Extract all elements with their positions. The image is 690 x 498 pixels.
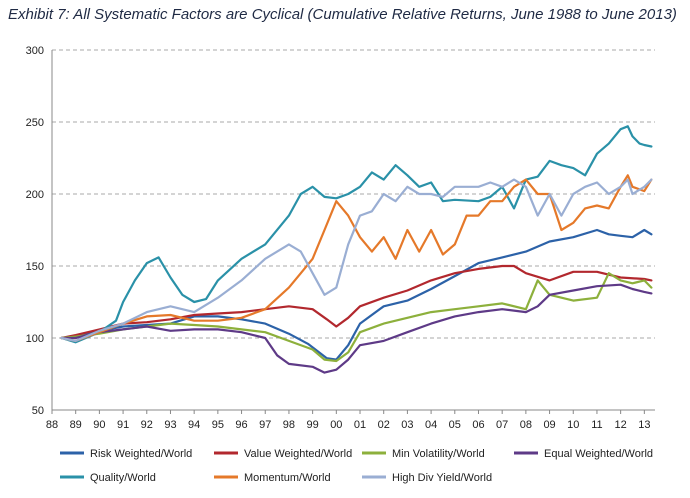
series-lines [60, 125, 653, 374]
legend-label: Min Volatility/World [392, 448, 485, 460]
x-tick-label: 88 [46, 419, 58, 431]
x-tick-label: 00 [330, 419, 342, 431]
legend-label: Risk Weighted/World [90, 448, 192, 460]
x-tick-label: 12 [615, 419, 627, 431]
series-line-min-volatility-world [60, 272, 653, 363]
x-tick-label: 09 [543, 419, 555, 431]
legend-label: High Div Yield/World [392, 472, 492, 484]
y-tick-label: 150 [26, 261, 44, 273]
x-tick-label: 07 [496, 419, 508, 431]
x-tick-label: 97 [259, 419, 271, 431]
x-tick-label: 90 [93, 419, 105, 431]
x-tick-label: 96 [235, 419, 247, 431]
x-tick-label: 05 [449, 419, 461, 431]
legend-label: Equal Weighted/World [544, 448, 653, 460]
x-tick-label: 95 [212, 419, 224, 431]
x-tick-label: 91 [117, 419, 129, 431]
axes: 50 100 150 200 250 300 88 89 90 91 92 93 94 95 96 97 98 9… [26, 45, 655, 431]
y-tick-label: 50 [32, 405, 44, 417]
x-tick-label: 06 [472, 419, 484, 431]
series-line-high-div-yield-world [60, 178, 653, 342]
legend-label: Momentum/World [244, 472, 331, 484]
grid-lines [52, 49, 655, 339]
x-tick-label: 89 [70, 419, 82, 431]
legend-label: Quality/World [90, 472, 156, 484]
series-line-risk-weighted-world [60, 228, 653, 361]
x-tick-label: 94 [188, 419, 200, 431]
legend-label: Value Weighted/World [244, 448, 352, 460]
x-tick-label: 98 [283, 419, 295, 431]
x-tick-label: 08 [520, 419, 532, 431]
legend: Risk Weighted/World Value Weighted/World M… [60, 448, 653, 484]
x-tick-label: 02 [378, 419, 390, 431]
x-tick-label: 03 [401, 419, 413, 431]
y-tick-label: 200 [26, 189, 44, 201]
x-tick-label: 10 [567, 419, 579, 431]
chart-title: Exhibit 7: All Systematic Factors are Cy… [8, 6, 677, 23]
x-tick-label: 99 [307, 419, 319, 431]
y-tick-label: 100 [26, 333, 44, 345]
x-tick-label: 92 [141, 419, 153, 431]
x-tick-label: 13 [638, 419, 650, 431]
x-tick-label: 93 [164, 419, 176, 431]
y-tick-label: 250 [26, 117, 44, 129]
series-line-momentum-world [60, 174, 653, 342]
x-tick-label: 11 [591, 419, 602, 431]
series-line-quality-world [60, 125, 653, 344]
series-line-value-weighted-world [60, 264, 653, 340]
series-line-equal-weighted-world [60, 283, 653, 374]
y-tick-label: 300 [26, 45, 44, 57]
x-tick-label: 04 [425, 419, 437, 431]
x-tick-label: 01 [354, 419, 366, 431]
